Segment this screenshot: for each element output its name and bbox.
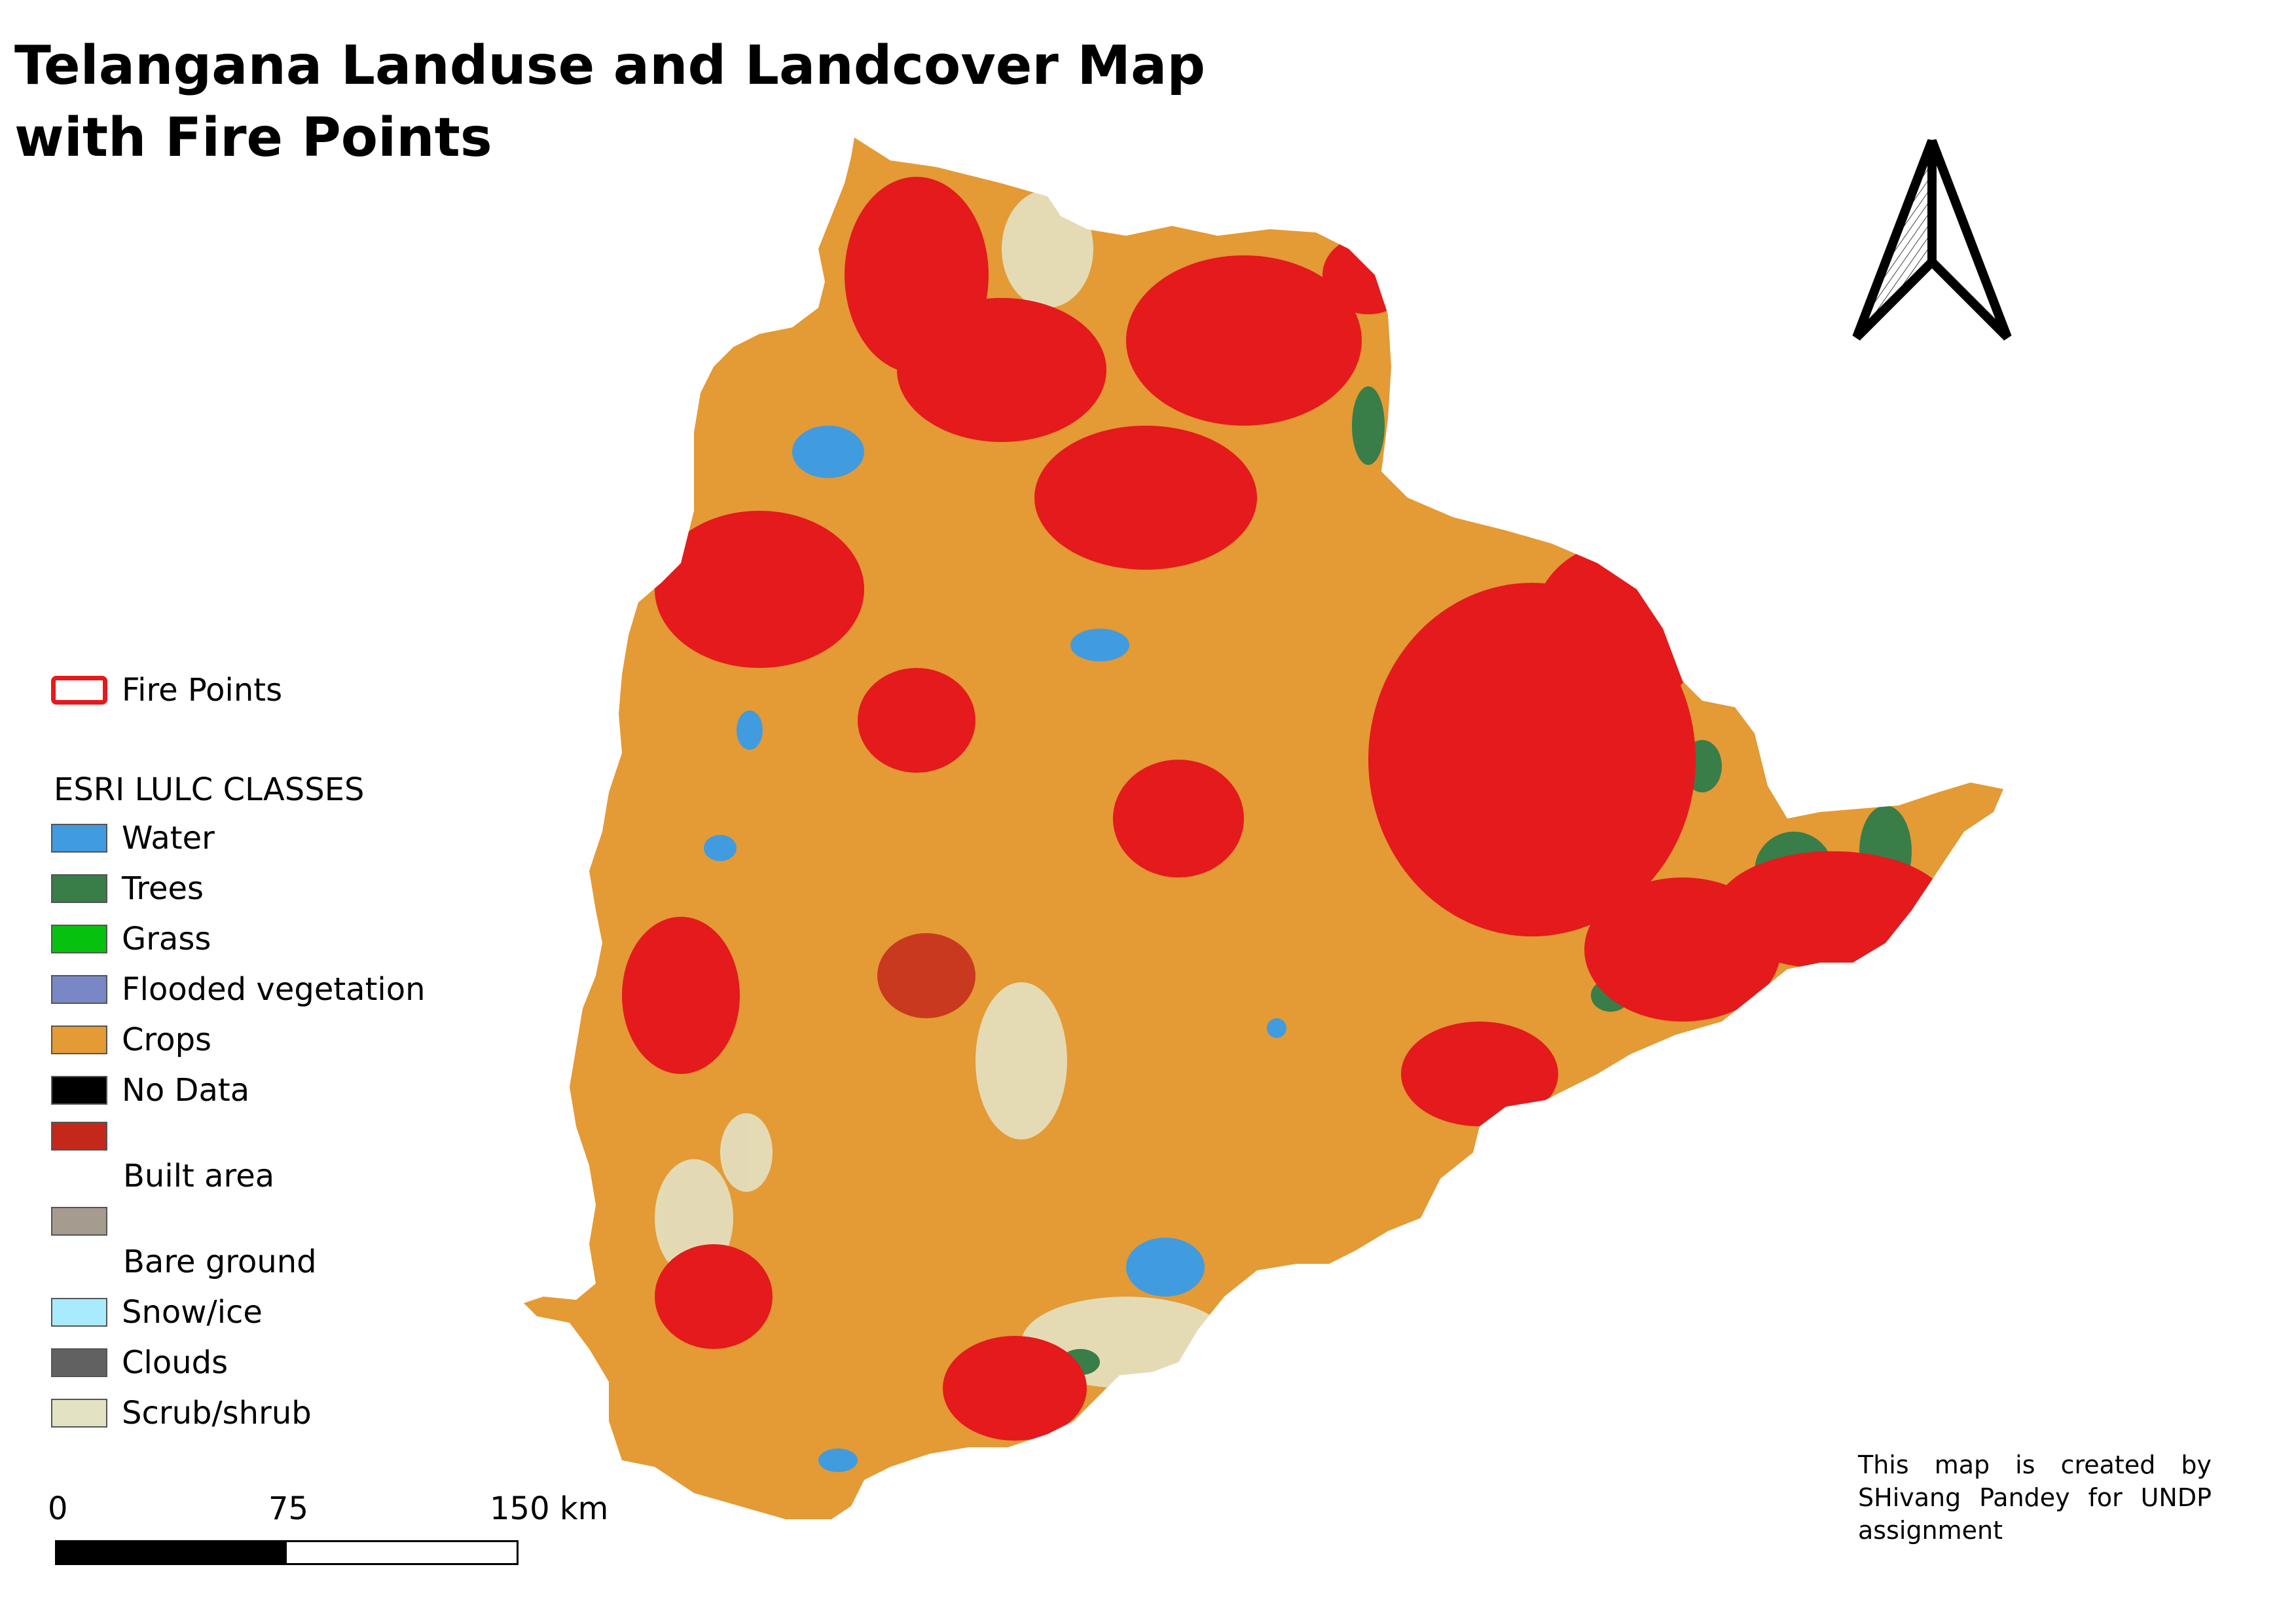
map-title: Telangana Landuse and Landcover Map with… (14, 30, 1258, 174)
grass-swatch (51, 925, 107, 953)
scale-bar-frame (55, 1540, 519, 1565)
legend-item-no-data: No Data (51, 1071, 249, 1109)
legend-item-grass: Grass (51, 920, 211, 958)
legend-item-trees: Trees (51, 870, 204, 908)
legend-item-built-area (51, 1122, 107, 1151)
snow-ice-swatch (51, 1298, 107, 1327)
legend-item-snow-ice: Snow/ice (51, 1293, 263, 1331)
legend-label-flooded-vegetation: Flooded vegetation (122, 971, 426, 1008)
scale-bar-graphic (55, 1540, 519, 1565)
water-bodies (704, 426, 1286, 1472)
trees-swatch (51, 874, 107, 903)
legend-item-clouds: Clouds (51, 1344, 228, 1382)
no-data-swatch (51, 1076, 107, 1105)
flooded-vegetation-swatch (51, 975, 107, 1004)
clouds-swatch (51, 1348, 107, 1377)
legend-item-bare-ground (51, 1207, 107, 1236)
map-credit: This map is created by SHivang Pandey fo… (1858, 1450, 2212, 1545)
map-title-line-1: Telangana Landuse and Landcover Map (14, 35, 1206, 97)
water-swatch (51, 824, 107, 853)
scale-tick-0: 0 (48, 1490, 68, 1527)
legend-label-scrub-shrub: Scrub/shrub (122, 1395, 312, 1431)
legend-item-scrub-shrub: Scrub/shrub (51, 1394, 312, 1432)
legend-heading: ESRI LULC CLASSES (54, 771, 365, 808)
legend-label-bare-ground: Bare ground (123, 1244, 317, 1280)
bare-ground-swatch (51, 1207, 107, 1236)
scrub-shrub-swatch (51, 1399, 107, 1428)
legend-item-flooded-vegetation: Flooded vegetation (51, 970, 426, 1008)
fire-points (622, 177, 1951, 1441)
legend-label-no-data: No Data (122, 1072, 250, 1109)
legend-label-water: Water (122, 820, 215, 857)
legend-label-grass: Grass (122, 921, 211, 957)
crops-swatch (51, 1025, 107, 1054)
scale-tick-end: 150 km (490, 1490, 609, 1527)
legend-label-crops: Crops (122, 1022, 212, 1058)
legend-label-built-area: Built area (123, 1158, 275, 1194)
north-arrow-icon (1852, 139, 2012, 341)
scale-tick-mid: 75 (268, 1490, 309, 1527)
legend-item-water: Water (51, 819, 215, 857)
built-area-swatch (51, 1122, 107, 1151)
legend-label-snow-ice: Snow/ice (122, 1294, 263, 1331)
map-title-line-2: with Fire Points (14, 107, 492, 169)
legend-label-clouds: Clouds (122, 1344, 228, 1381)
legend-label-trees: Trees (122, 870, 204, 907)
legend-item-crops: Crops (51, 1021, 211, 1059)
legend-item-fire-points: Fire Points (51, 671, 282, 709)
scale-bar-filled-segment (55, 1540, 287, 1565)
fire-points-swatch (51, 676, 107, 705)
built-area (877, 933, 975, 1018)
legend-label-fire-points: Fire Points (122, 672, 283, 709)
